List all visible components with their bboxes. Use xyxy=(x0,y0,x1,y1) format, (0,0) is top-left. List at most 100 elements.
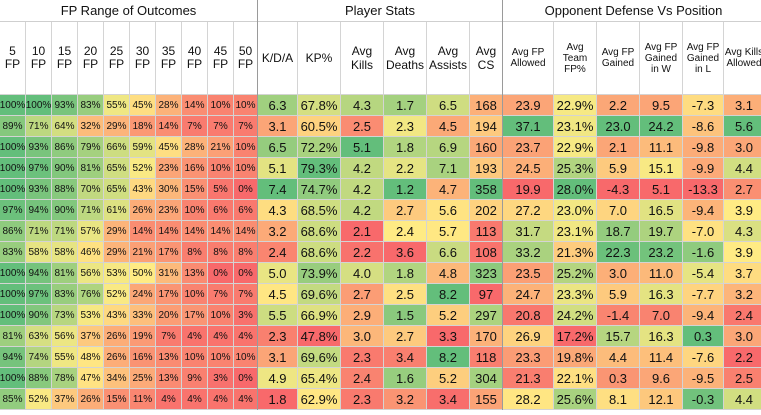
table-cell[interactable]: 93% xyxy=(26,137,52,158)
table-cell[interactable]: 17% xyxy=(156,284,182,305)
table-cell[interactable]: 10% xyxy=(234,137,258,158)
table-cell[interactable]: 4.2 xyxy=(341,179,384,200)
column-header[interactable]: Avg Deaths xyxy=(384,22,427,95)
table-cell[interactable]: 16.5 xyxy=(640,200,683,221)
column-header[interactable]: 40 FP xyxy=(182,22,208,95)
table-cell[interactable]: 2.4 xyxy=(258,242,298,263)
table-cell[interactable]: 27.2 xyxy=(503,200,554,221)
table-cell[interactable]: 7% xyxy=(234,116,258,137)
table-cell[interactable]: 16% xyxy=(130,347,156,368)
table-cell[interactable]: 43% xyxy=(104,305,130,326)
table-cell[interactable]: 37% xyxy=(52,389,78,410)
table-cell[interactable]: 5.1 xyxy=(341,137,384,158)
table-cell[interactable]: 26% xyxy=(104,347,130,368)
table-cell[interactable]: 4.5 xyxy=(258,284,298,305)
table-cell[interactable]: 4% xyxy=(156,389,182,410)
table-cell[interactable]: 4% xyxy=(182,389,208,410)
table-cell[interactable]: 8% xyxy=(208,242,234,263)
table-cell[interactable]: 19.7 xyxy=(640,221,683,242)
table-cell[interactable]: 73.9% xyxy=(298,263,341,284)
table-cell[interactable]: -9.8 xyxy=(683,137,724,158)
column-header[interactable]: 10 FP xyxy=(26,22,52,95)
table-cell[interactable]: 4.3 xyxy=(341,95,384,116)
table-cell[interactable]: 7.1 xyxy=(427,158,470,179)
table-cell[interactable]: -1.6 xyxy=(683,242,724,263)
table-cell[interactable]: 20.8 xyxy=(503,305,554,326)
table-cell[interactable]: 85% xyxy=(0,389,26,410)
table-cell[interactable]: 2.3 xyxy=(258,326,298,347)
table-cell[interactable]: 10% xyxy=(208,95,234,116)
table-cell[interactable]: 1.7 xyxy=(384,95,427,116)
table-cell[interactable]: 56% xyxy=(78,263,104,284)
table-cell[interactable]: 155 xyxy=(470,389,503,410)
table-cell[interactable]: 304 xyxy=(470,368,503,389)
table-cell[interactable]: 23.9 xyxy=(503,95,554,116)
table-cell[interactable]: 3.2 xyxy=(258,221,298,242)
table-cell[interactable]: 97% xyxy=(0,200,26,221)
table-cell[interactable]: 0% xyxy=(234,263,258,284)
table-cell[interactable]: 45% xyxy=(130,95,156,116)
table-cell[interactable]: 83% xyxy=(0,242,26,263)
table-cell[interactable]: 7% xyxy=(208,284,234,305)
table-cell[interactable]: 3.2 xyxy=(384,389,427,410)
table-cell[interactable]: 73% xyxy=(52,305,78,326)
table-cell[interactable]: 14% xyxy=(156,116,182,137)
table-cell[interactable]: 2.3 xyxy=(341,347,384,368)
table-cell[interactable]: 34% xyxy=(104,368,130,389)
table-cell[interactable]: 65% xyxy=(104,179,130,200)
table-cell[interactable]: 89% xyxy=(0,116,26,137)
table-cell[interactable]: 56% xyxy=(52,326,78,347)
table-cell[interactable]: 4.4 xyxy=(724,389,761,410)
table-cell[interactable]: 22.9% xyxy=(554,137,597,158)
table-cell[interactable]: 9.5 xyxy=(640,95,683,116)
table-cell[interactable]: 17% xyxy=(182,305,208,326)
table-cell[interactable]: 16% xyxy=(182,158,208,179)
column-header[interactable]: 20 FP xyxy=(78,22,104,95)
table-cell[interactable]: 2.2 xyxy=(597,95,640,116)
table-cell[interactable]: 11% xyxy=(130,389,156,410)
table-cell[interactable]: 14% xyxy=(182,95,208,116)
table-cell[interactable]: 5.5 xyxy=(258,305,298,326)
table-cell[interactable]: 170 xyxy=(470,326,503,347)
table-cell[interactable]: 21% xyxy=(130,242,156,263)
table-cell[interactable]: 15% xyxy=(182,179,208,200)
table-cell[interactable]: 31.7 xyxy=(503,221,554,242)
table-cell[interactable]: 12.1 xyxy=(640,389,683,410)
table-cell[interactable]: 21.3 xyxy=(503,368,554,389)
table-cell[interactable]: 2.2 xyxy=(341,242,384,263)
table-cell[interactable]: 23.7 xyxy=(503,137,554,158)
table-cell[interactable]: -4.3 xyxy=(597,179,640,200)
table-cell[interactable]: 50% xyxy=(130,263,156,284)
table-cell[interactable]: 10% xyxy=(208,305,234,326)
table-cell[interactable]: 24% xyxy=(130,284,156,305)
table-cell[interactable]: 5.1 xyxy=(258,158,298,179)
table-cell[interactable]: 3.3 xyxy=(427,326,470,347)
table-cell[interactable]: 7.0 xyxy=(640,305,683,326)
table-cell[interactable]: 4% xyxy=(182,326,208,347)
table-cell[interactable]: 11.4 xyxy=(640,347,683,368)
table-cell[interactable]: 4% xyxy=(234,326,258,347)
table-cell[interactable]: 6% xyxy=(208,200,234,221)
table-cell[interactable]: 83% xyxy=(52,284,78,305)
table-cell[interactable]: 194 xyxy=(470,116,503,137)
table-cell[interactable]: 4.2 xyxy=(341,158,384,179)
table-cell[interactable]: 28.2 xyxy=(503,389,554,410)
table-cell[interactable]: 8.1 xyxy=(597,389,640,410)
table-cell[interactable]: 10% xyxy=(208,347,234,368)
table-cell[interactable]: 4.0 xyxy=(341,263,384,284)
table-cell[interactable]: 168 xyxy=(470,95,503,116)
table-cell[interactable]: 3.7 xyxy=(724,263,761,284)
table-cell[interactable]: 64% xyxy=(52,116,78,137)
table-cell[interactable]: 5.9 xyxy=(597,158,640,179)
table-cell[interactable]: 323 xyxy=(470,263,503,284)
table-cell[interactable]: 23.2 xyxy=(640,242,683,263)
table-cell[interactable]: 6% xyxy=(234,200,258,221)
table-cell[interactable]: 193 xyxy=(470,158,503,179)
table-cell[interactable]: 2.4 xyxy=(341,368,384,389)
table-cell[interactable]: 69.6% xyxy=(298,347,341,368)
table-cell[interactable]: 6.5 xyxy=(427,95,470,116)
table-cell[interactable]: 2.7 xyxy=(384,326,427,347)
table-cell[interactable]: 21.3% xyxy=(554,242,597,263)
table-cell[interactable]: 29% xyxy=(104,221,130,242)
table-cell[interactable]: 202 xyxy=(470,200,503,221)
